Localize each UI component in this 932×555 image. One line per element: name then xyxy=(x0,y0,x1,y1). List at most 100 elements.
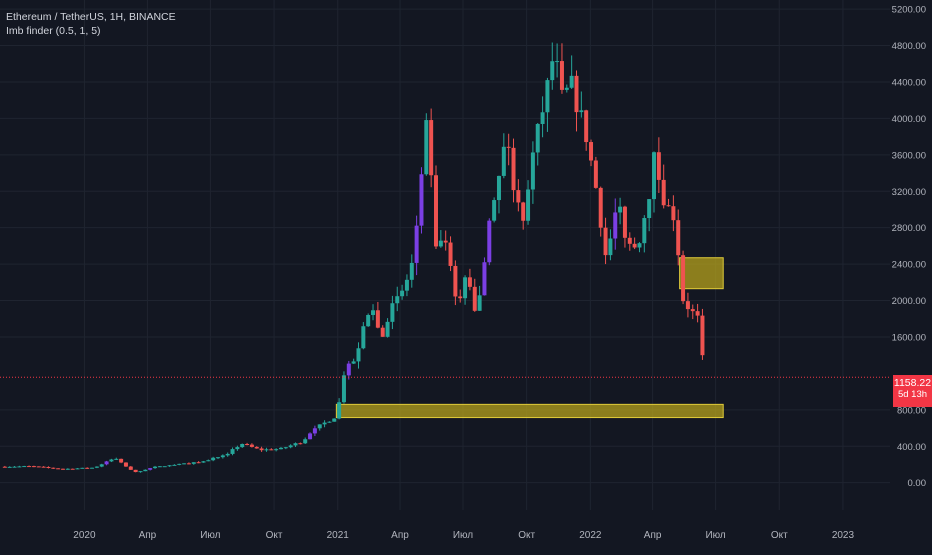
x-tick-label: 2023 xyxy=(832,530,855,541)
x-tick-label: Окт xyxy=(518,530,535,541)
symbol-title[interactable]: Ethereum / TetherUS, 1H, BINANCE xyxy=(6,11,176,23)
candle-body xyxy=(162,466,167,468)
imbalance-zones xyxy=(335,257,724,419)
x-tick-label: 2022 xyxy=(579,530,602,541)
candle-body xyxy=(371,310,376,315)
candle-body xyxy=(695,311,700,316)
candle-body xyxy=(186,463,191,465)
candle-body xyxy=(293,443,298,446)
candle-body xyxy=(75,468,80,470)
y-tick-label: 800.00 xyxy=(897,405,926,416)
last-price-value: 1158.22 xyxy=(893,377,932,389)
candle-body xyxy=(458,296,463,299)
candle-body xyxy=(220,455,225,458)
candle-body xyxy=(341,375,346,403)
candle-body xyxy=(157,466,162,468)
candle-body xyxy=(589,142,594,161)
y-tick-label: 2400.00 xyxy=(892,260,926,271)
x-tick-label: Окт xyxy=(266,530,283,541)
candle-body xyxy=(254,446,259,449)
candle-body xyxy=(477,295,482,311)
candle-body xyxy=(434,175,439,247)
x-tick-label: Апр xyxy=(391,530,409,541)
candle-body xyxy=(245,444,250,446)
x-tick-label: Июл xyxy=(200,530,220,541)
candle-body xyxy=(414,225,419,263)
candle-body xyxy=(438,240,443,247)
bar-countdown: 5d 13h xyxy=(897,389,928,400)
candle-body xyxy=(584,110,589,143)
candle-body xyxy=(559,61,564,90)
y-tick-label: 1600.00 xyxy=(892,332,926,343)
candle-body xyxy=(138,471,143,473)
candle-body xyxy=(225,453,230,456)
candle-body xyxy=(259,448,264,451)
candle-body xyxy=(637,243,642,248)
candle-body xyxy=(332,418,337,422)
candle-body xyxy=(685,301,690,310)
candle-body xyxy=(555,61,560,63)
candle-body xyxy=(90,467,95,469)
candle-body xyxy=(526,189,531,221)
candle-body xyxy=(593,160,598,188)
time-axis[interactable]: 2020 Апр Июл Окт 2021 Апр Июл Окт 2022 Апр Июл Окт 2… xyxy=(73,530,854,541)
candle-body xyxy=(206,460,211,462)
candle-body xyxy=(550,61,555,81)
candle-body xyxy=(36,466,41,468)
candle-body xyxy=(356,348,361,362)
candle-body xyxy=(56,468,61,470)
candle-body xyxy=(216,457,221,459)
imbalance-zone xyxy=(679,257,724,290)
candle-body xyxy=(545,80,550,113)
candle-body xyxy=(12,466,17,468)
candle-body xyxy=(409,262,414,280)
candle-body xyxy=(501,146,506,176)
candle-body xyxy=(424,120,429,175)
candle-body xyxy=(80,467,85,469)
candle-body xyxy=(622,206,627,238)
chart-legend: Ethereum / TetherUS, 1H, BINANCE Imb fin… xyxy=(6,10,176,38)
y-tick-label: 2800.00 xyxy=(892,223,926,234)
candle-body xyxy=(153,466,158,469)
candle-body xyxy=(467,277,472,287)
candle-body xyxy=(627,237,632,244)
candle-body xyxy=(148,468,153,470)
imbalance-zone xyxy=(335,403,724,419)
candle-body xyxy=(395,296,400,304)
candle-body xyxy=(94,466,99,468)
x-tick-label: Окт xyxy=(771,530,788,541)
price-axis[interactable]: 5200.00 4800.00 4400.00 4000.00 3600.00 3200.… xyxy=(892,5,926,490)
candle-body xyxy=(366,314,371,327)
candle-body xyxy=(312,428,317,434)
candle-body xyxy=(322,422,327,425)
candle-body xyxy=(613,212,618,239)
candle-body xyxy=(472,286,477,311)
candle-body xyxy=(104,461,109,465)
candle-body xyxy=(85,467,90,469)
candle-body xyxy=(317,424,322,429)
candle-body xyxy=(482,262,487,296)
last-price-badge: 1158.22 5d 13h xyxy=(893,375,932,407)
candle-body xyxy=(191,462,196,464)
candle-body xyxy=(516,190,521,203)
candle-body xyxy=(269,449,274,451)
candle-body xyxy=(380,327,385,337)
candle-body xyxy=(385,321,390,337)
candle-body xyxy=(574,75,579,113)
candle-body xyxy=(390,303,395,322)
candle-body xyxy=(487,220,492,263)
indicator-title[interactable]: Imb finder (0.5, 1, 5) xyxy=(6,25,101,37)
y-tick-label: 0.00 xyxy=(908,478,927,489)
y-tick-label: 2000.00 xyxy=(892,296,926,307)
candle-body xyxy=(196,462,201,464)
candle-body xyxy=(22,466,27,468)
candle-body xyxy=(70,468,75,470)
candle-body xyxy=(278,447,283,450)
candle-body xyxy=(603,227,608,256)
candle-body xyxy=(608,238,613,256)
candle-body xyxy=(569,75,574,88)
candle-body xyxy=(506,146,511,148)
candle-body xyxy=(119,458,124,463)
